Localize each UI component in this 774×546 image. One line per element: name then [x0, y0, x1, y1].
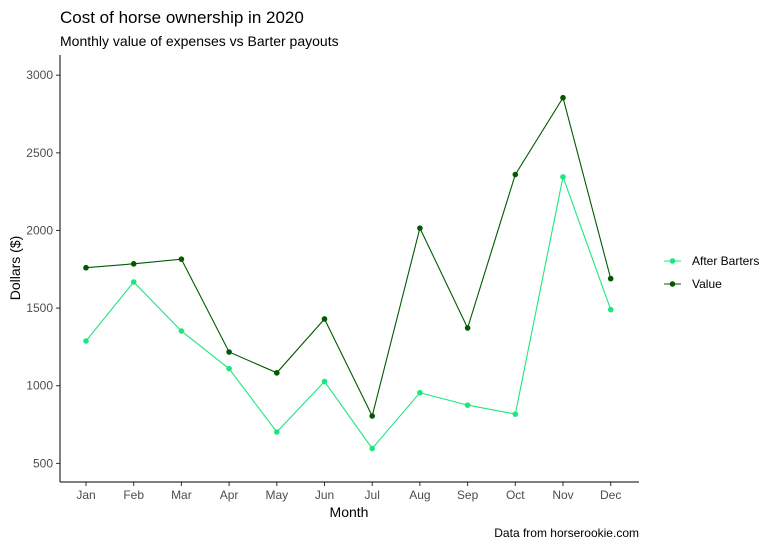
- y-axis-ticks: 500 1000 1500 2000 2500 3000: [26, 68, 60, 470]
- x-tick-label: Aug: [409, 488, 430, 502]
- data-point: [369, 413, 376, 419]
- data-point: [321, 316, 328, 322]
- data-point: [417, 389, 423, 396]
- y-tick-label: 2500: [26, 146, 53, 160]
- data-point: [560, 94, 566, 101]
- x-tick-label: Dec: [600, 488, 621, 502]
- data-point: [512, 411, 519, 417]
- y-tick-label: 3000: [26, 68, 53, 82]
- x-axis-title: Month: [330, 504, 369, 520]
- legend-label: Value: [692, 277, 722, 291]
- data-point: [83, 264, 89, 271]
- legend-label: After Barters: [692, 254, 759, 268]
- x-tick-label: Apr: [220, 488, 239, 502]
- x-tick-label: Jun: [315, 488, 334, 502]
- data-point: [607, 306, 614, 313]
- chart-subtitle: Monthly value of expenses vs Barter payo…: [60, 33, 339, 49]
- data-point: [464, 325, 471, 331]
- x-tick-label: Jul: [365, 488, 380, 502]
- data-point: [130, 261, 137, 267]
- legend: After Barters Value: [664, 254, 759, 291]
- data-point: [369, 445, 376, 452]
- series-after-barters: [83, 174, 614, 452]
- x-tick-label: Oct: [506, 488, 525, 502]
- data-point: [178, 256, 185, 262]
- data-point: [607, 275, 614, 282]
- series-line: [85, 174, 612, 450]
- data-point: [178, 328, 185, 334]
- x-tick-label: Nov: [552, 488, 573, 502]
- x-tick-label: Feb: [123, 488, 144, 502]
- data-point: [560, 174, 566, 180]
- series-value: [83, 94, 614, 419]
- legend-key-point: [669, 258, 676, 264]
- y-tick-label: 500: [33, 456, 53, 470]
- data-point: [417, 225, 423, 231]
- data-point: [274, 429, 280, 435]
- legend-key-point: [669, 281, 676, 287]
- legend-item: After Barters: [664, 254, 759, 268]
- series-line: [85, 96, 612, 418]
- data-point: [464, 402, 471, 408]
- x-tick-label: Sep: [457, 488, 479, 502]
- x-tick-label: May: [265, 488, 288, 502]
- data-point: [83, 338, 89, 344]
- y-tick-label: 2000: [26, 223, 53, 237]
- legend-item: Value: [664, 277, 722, 291]
- data-point: [130, 279, 137, 285]
- chart-title: Cost of horse ownership in 2020: [60, 8, 304, 27]
- x-axis-ticks: Jan Feb Mar Apr May Jun Jul Aug Sep Oct Nov Dec: [76, 482, 621, 502]
- y-axis-title: Dollars ($): [7, 236, 23, 301]
- data-point: [321, 378, 328, 385]
- x-tick-label: Jan: [76, 488, 95, 502]
- caption: Data from horserookie.com: [494, 526, 639, 540]
- y-tick-label: 1000: [26, 379, 53, 393]
- data-point: [512, 171, 519, 178]
- y-tick-label: 1500: [26, 301, 53, 315]
- x-tick-label: Mar: [171, 488, 192, 502]
- data-point: [226, 365, 232, 372]
- data-point: [226, 349, 232, 355]
- data-point: [274, 370, 280, 376]
- series-layer: [83, 94, 614, 452]
